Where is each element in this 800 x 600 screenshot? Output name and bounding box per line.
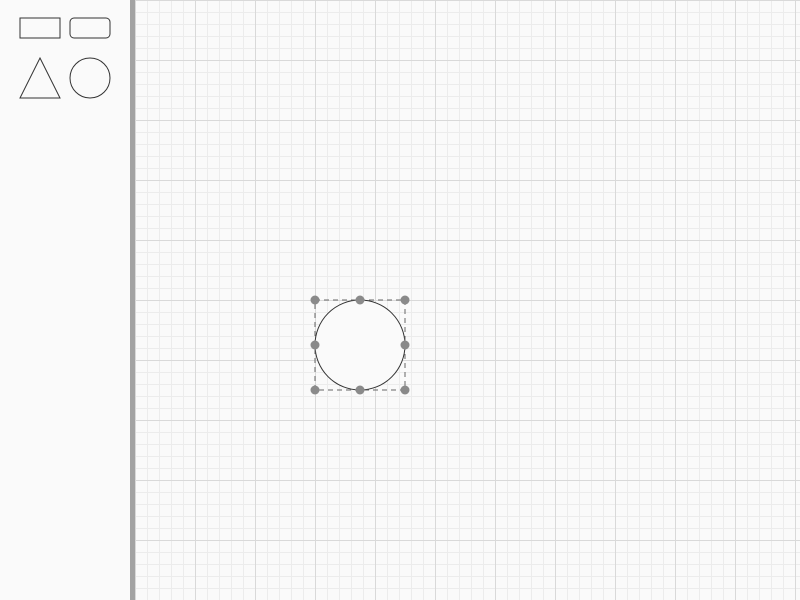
rounded-rectangle-tool[interactable]: [69, 17, 111, 39]
shape-palette: [0, 0, 130, 600]
resize-handle-bottom[interactable]: [355, 385, 365, 395]
rectangle-tool[interactable]: [19, 17, 61, 39]
resize-handle-bottom-right[interactable]: [400, 385, 410, 395]
resize-handle-right[interactable]: [400, 340, 410, 350]
palette-divider[interactable]: [130, 0, 135, 600]
selected-ellipse-shape[interactable]: [314, 299, 406, 391]
resize-handle-bottom-left[interactable]: [310, 385, 320, 395]
rounded-rectangle-icon: [69, 17, 111, 39]
canvas-layer: [310, 295, 410, 395]
ellipse-tool[interactable]: [69, 57, 111, 99]
triangle-tool[interactable]: [19, 56, 61, 99]
resize-handle-top[interactable]: [355, 295, 365, 305]
resize-handle-top-left[interactable]: [310, 295, 320, 305]
rectangle-icon: [19, 17, 61, 39]
resize-handle-left[interactable]: [310, 340, 320, 350]
ellipse-icon: [69, 57, 111, 99]
triangle-icon: [19, 56, 61, 99]
resize-handle-top-right[interactable]: [400, 295, 410, 305]
drawing-canvas[interactable]: [135, 0, 800, 600]
